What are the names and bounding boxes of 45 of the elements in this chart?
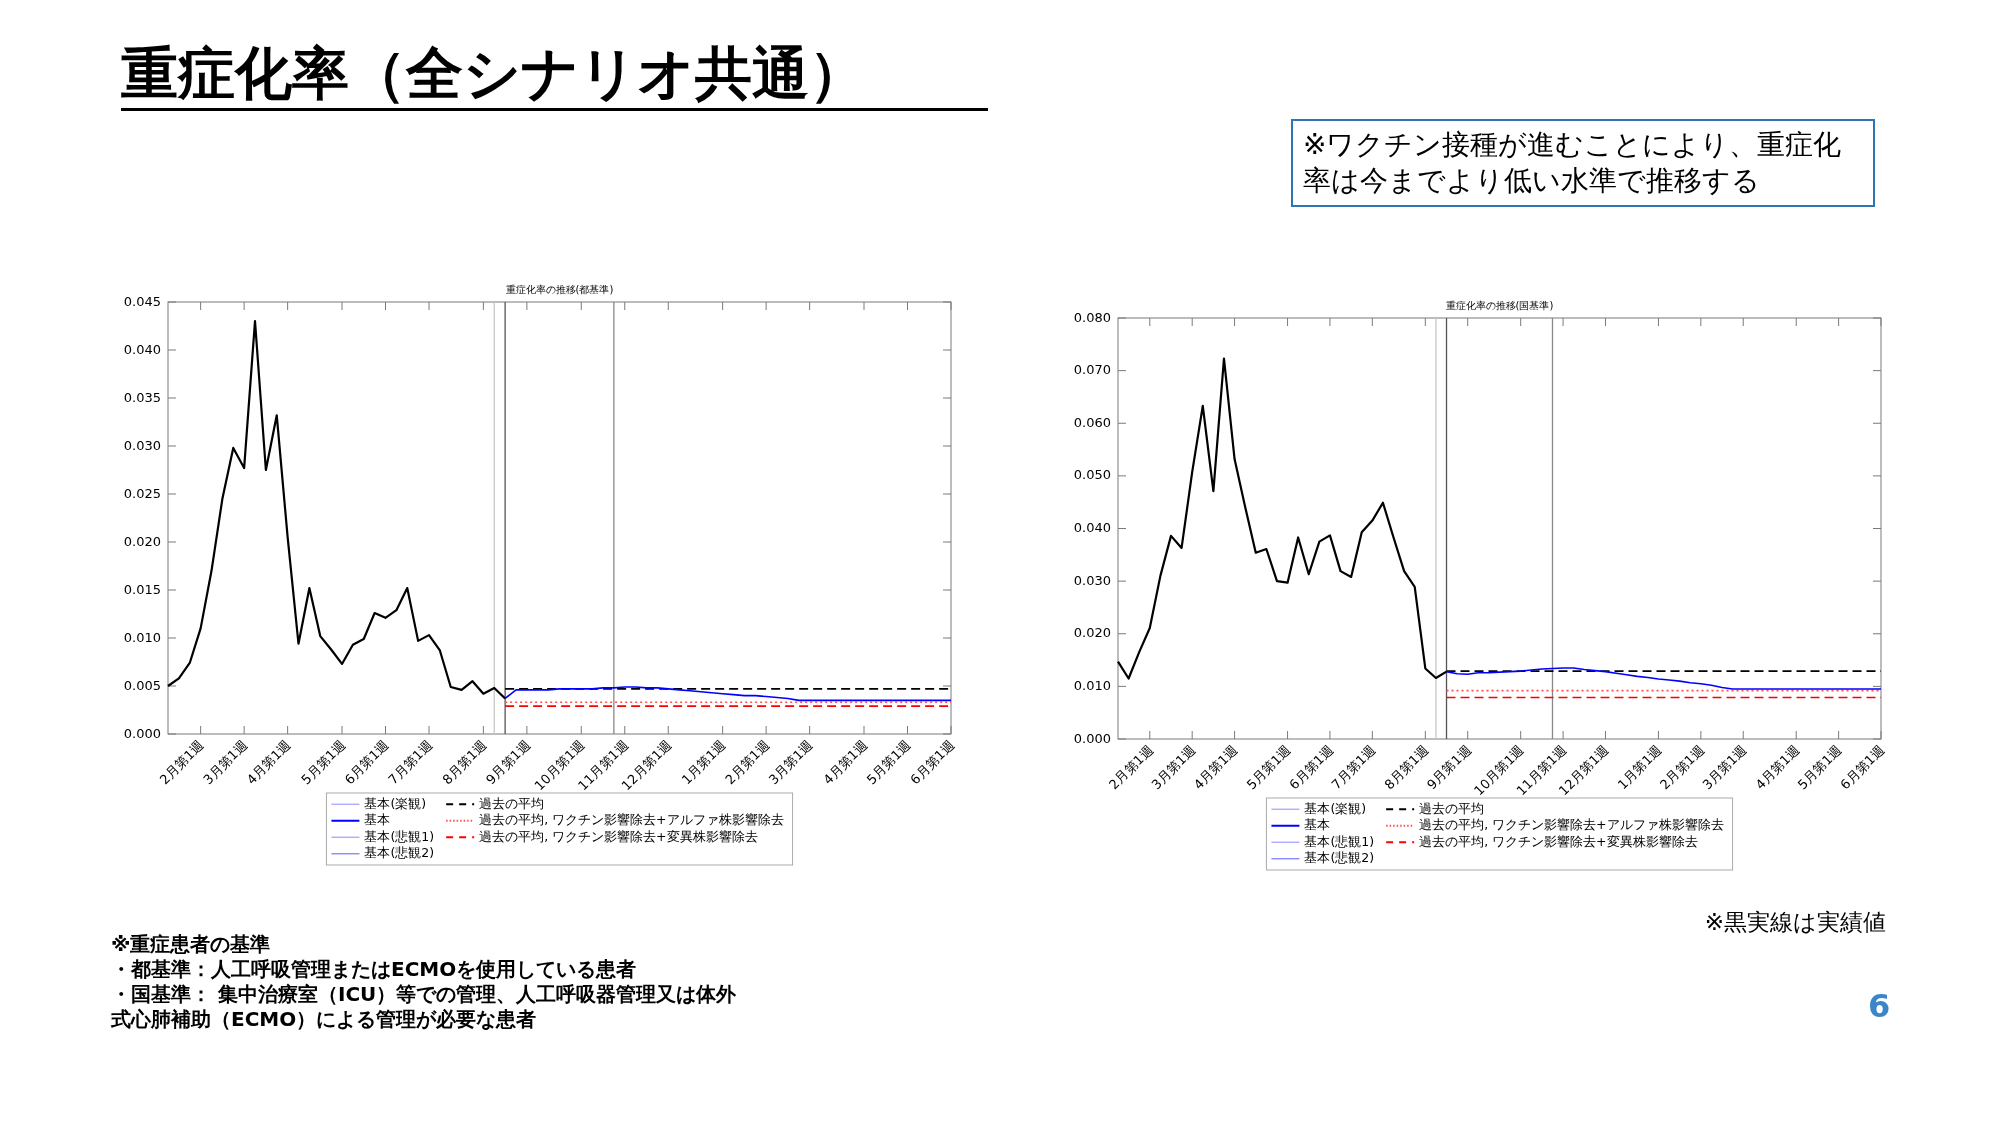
legend-label: 過去の平均, ワクチン影響除去+アルファ株影響除去 [479, 812, 784, 828]
legend-label: 基本(楽観) [364, 795, 427, 811]
legend-label: 基本(悲観2) [364, 845, 435, 861]
y-tick-label: 0.030 [1073, 572, 1111, 588]
legend-label: 基本(悲観1) [1304, 833, 1375, 849]
text: ※重症患者の基準 [111, 932, 271, 957]
text: ※黒実線は実績値 [1704, 908, 1886, 936]
legend-label: 過去の平均, ワクチン影響除去+変異株影響除去 [1419, 833, 1698, 849]
legend-label: 基本(悲観1) [364, 828, 435, 844]
y-tick-label: 0.030 [123, 437, 161, 453]
legend-label: 過去の平均 [479, 795, 545, 811]
y-tick-label: 0.040 [1073, 520, 1111, 535]
legend-label: 基本 [1304, 817, 1331, 833]
legend-label: 基本 [364, 812, 391, 828]
y-tick-label: 0.045 [123, 293, 161, 309]
y-tick-label: 0.015 [123, 581, 161, 597]
text: ・都基準：人工呼吸管理またはECMOを使用している患者 [111, 957, 637, 982]
y-tick-label: 0.070 [1073, 362, 1111, 378]
y-tick-label: 0.005 [123, 677, 161, 693]
text: ※ワクチン接種が進むことにより、重症化率は今までより低い水準で推移する [1291, 119, 1875, 207]
y-tick-label: 0.080 [1073, 309, 1111, 325]
y-tick-label: 0.010 [1073, 677, 1111, 693]
text: 6 [1868, 987, 1891, 1025]
y-tick-label: 0.040 [123, 341, 161, 357]
y-tick-label: 0.020 [123, 533, 161, 549]
y-tick-label: 0.020 [1073, 625, 1111, 641]
y-tick-label: 0.050 [1073, 467, 1111, 483]
chart-title: 重症化率の推移(都基準) [505, 284, 614, 295]
legend-label: 基本(悲観2) [1304, 850, 1375, 866]
chart-title: 重症化率の推移(国基準) [1445, 300, 1554, 311]
legend-label: 基本(楽観) [1304, 800, 1367, 816]
line-series [166, 320, 507, 700]
legend-label: 過去の平均 [1419, 800, 1485, 816]
legend-label: 過去の平均, ワクチン影響除去+変異株影響除去 [479, 828, 758, 844]
line-series [504, 686, 952, 702]
y-tick-label: 0.000 [123, 725, 161, 741]
y-tick-label: 0.000 [1073, 730, 1111, 746]
line-series [1445, 667, 1882, 690]
y-tick-label: 0.025 [123, 485, 161, 501]
text: ・国基準： 集中治療室（ICU）等での管理、人工呼吸器管理又は体外式心肺補助（ECMO）による管理が必要な患者 [111, 982, 738, 1032]
y-tick-label: 0.010 [123, 629, 161, 645]
text: 重症化率（全シナリオ共通） [121, 40, 988, 111]
legend-label: 過去の平均, ワクチン影響除去+アルファ株影響除去 [1419, 817, 1724, 833]
y-tick-label: 0.035 [123, 389, 161, 405]
y-tick-label: 0.060 [1073, 414, 1111, 430]
